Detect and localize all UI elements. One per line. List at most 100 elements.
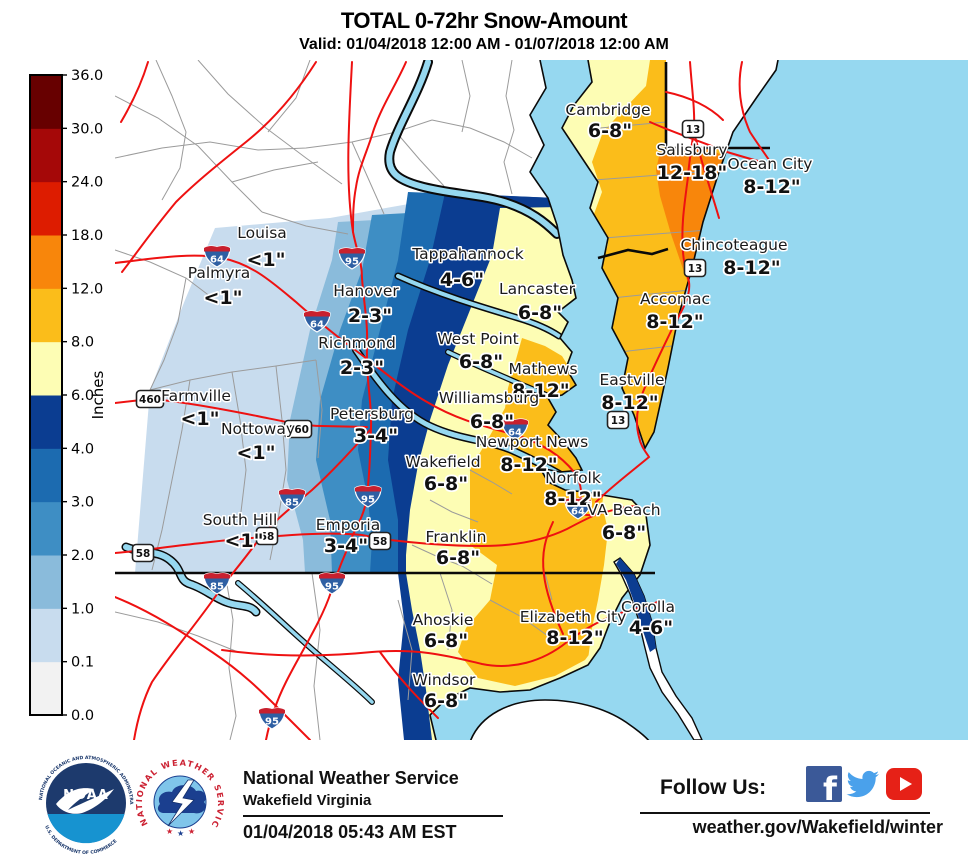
valid-period: Valid: 01/04/2018 12:00 AM - 01/07/2018 … bbox=[299, 36, 669, 53]
colorbar-segment bbox=[30, 181, 62, 236]
city-label: Farmville bbox=[161, 387, 231, 405]
city-label: Elizabeth City bbox=[520, 608, 627, 626]
snow-amount-label: 12-18" bbox=[657, 162, 728, 184]
city-label: Norfolk bbox=[545, 469, 601, 487]
city-label: VA Beach bbox=[587, 501, 660, 519]
snow-amount-label: 8-12" bbox=[512, 380, 569, 402]
delmarva-coastline bbox=[561, 60, 779, 450]
page-title: TOTAL 0-72hr Snow-Amount bbox=[340, 8, 628, 33]
state-borders bbox=[115, 62, 770, 575]
interstate-shield-64: 64 bbox=[203, 245, 231, 268]
colorbar-tick-label: 3.0 bbox=[71, 495, 94, 511]
snow-amount-label: <1" bbox=[246, 249, 285, 271]
us-route-shield-58: 58 bbox=[368, 531, 392, 551]
svg-text:95: 95 bbox=[325, 582, 339, 593]
us158-road bbox=[221, 601, 658, 667]
colorbar-tick-label: 0.1 bbox=[71, 655, 94, 671]
city-label: Williamsburg bbox=[439, 389, 540, 407]
svg-text:58: 58 bbox=[260, 531, 275, 543]
colorbar-tick-label: 0.0 bbox=[71, 708, 94, 724]
snow-amount-label: 8-12" bbox=[743, 176, 800, 198]
colorbar-tick-label: 2.0 bbox=[71, 548, 94, 564]
svg-text:64: 64 bbox=[571, 507, 585, 518]
snow-amount-label: 4-6" bbox=[629, 617, 673, 639]
snow-amount-label: 6-8" bbox=[459, 351, 503, 373]
colorbar-segment bbox=[30, 341, 62, 396]
svg-text:85: 85 bbox=[210, 582, 224, 593]
city-label: Louisa bbox=[237, 224, 287, 242]
facebook-icon[interactable]: f bbox=[806, 766, 842, 802]
city-label: Petersburg bbox=[330, 405, 414, 423]
city-label: Corolla bbox=[621, 598, 675, 616]
city-label: Wakefield bbox=[405, 453, 480, 471]
youtube-icon[interactable] bbox=[886, 766, 922, 802]
snow-amount-label: <1" bbox=[236, 442, 275, 464]
noaa-logo: NOAA NATIONAL OCEANIC AND ATMOSPHERIC AD… bbox=[0, 752, 134, 856]
svg-text:13: 13 bbox=[611, 415, 626, 427]
city-label: Palmyra bbox=[188, 264, 251, 282]
band-8-12in bbox=[458, 338, 612, 686]
colorbar-tick-label: 12.0 bbox=[71, 281, 103, 297]
colorbar-segment bbox=[30, 128, 62, 183]
interstate-shield-95: 95 bbox=[258, 707, 286, 730]
city-label: South Hill bbox=[203, 511, 278, 529]
city-label: Franklin bbox=[426, 528, 487, 546]
us-route-shield-58: 58 bbox=[131, 543, 155, 563]
us-route-shield-460: 460 bbox=[283, 419, 313, 439]
svg-text:64: 64 bbox=[310, 320, 324, 331]
albemarle-south-shore bbox=[470, 699, 650, 740]
city-label: Eastville bbox=[599, 371, 664, 389]
svg-text:85: 85 bbox=[285, 498, 299, 509]
twitter-icon[interactable] bbox=[845, 766, 881, 802]
interstate-shield-95: 95 bbox=[318, 572, 346, 595]
colorbar-tick-label: 4.0 bbox=[71, 441, 94, 457]
footer-divider-right bbox=[640, 812, 930, 814]
interstate-shield-85: 85 bbox=[203, 572, 231, 595]
colorbar-segment bbox=[30, 501, 62, 556]
colorbar-tick-label: 8.0 bbox=[71, 335, 94, 351]
snow-amount-label: 6-8" bbox=[588, 120, 632, 142]
snow-amount-label: 6-8" bbox=[424, 630, 468, 652]
snow-amount-label: 8-12" bbox=[500, 454, 557, 476]
city-label: Ocean City bbox=[728, 155, 813, 173]
james-river bbox=[353, 347, 569, 481]
snow-amount-label: 2-3" bbox=[348, 305, 392, 327]
svg-text:58: 58 bbox=[373, 536, 388, 548]
svg-text:64: 64 bbox=[508, 428, 522, 439]
colorbar-segment bbox=[30, 75, 62, 129]
interstate-shield-64: 64 bbox=[501, 418, 529, 441]
i85-road bbox=[133, 429, 371, 740]
snow-amount-label: 3-4" bbox=[354, 425, 398, 447]
snow-amount-label: <1" bbox=[180, 408, 219, 430]
snow-amount-label: 8-12" bbox=[546, 627, 603, 649]
colorbar-segment bbox=[30, 555, 62, 609]
snow-amount-label: 6-8" bbox=[518, 302, 562, 324]
colorbar-tick-label: 24.0 bbox=[71, 175, 103, 191]
follow-us-label: Follow Us: bbox=[660, 776, 767, 799]
snow-amount-label: 6-8" bbox=[602, 522, 646, 544]
county-lines-mainland bbox=[115, 60, 553, 740]
snowfall-map: 64 64 64 64 95 95 95 95 85 85 460 460 58 58 58 13 13 13 L… bbox=[115, 60, 968, 740]
city-label: Salisbury bbox=[656, 141, 727, 159]
city-label: Tappahannock bbox=[411, 245, 524, 263]
city-label: Hanover bbox=[333, 282, 399, 300]
us-route-shield-58: 58 bbox=[255, 526, 279, 546]
city-label: Richmond bbox=[318, 334, 396, 352]
interstate-shield-95: 95 bbox=[354, 485, 382, 508]
svg-text:13: 13 bbox=[688, 263, 703, 275]
footer-office-name: Wakefield Virginia bbox=[243, 792, 372, 809]
svg-text:64: 64 bbox=[210, 255, 224, 266]
agency-logos: NOAA NATIONAL OCEANIC AND ATMOSPHERIC AD… bbox=[0, 752, 225, 856]
md-de-border bbox=[664, 62, 770, 150]
city-label: Emporia bbox=[316, 516, 380, 534]
colorbar-segment bbox=[30, 395, 62, 449]
route-shields: 64 64 64 64 95 95 95 95 85 85 460 460 58 58 58 13 13 13 bbox=[131, 119, 707, 730]
snow-amount-label: 8-12" bbox=[544, 488, 601, 510]
snow-amount-label: 2-3" bbox=[340, 357, 384, 379]
us13-road bbox=[595, 61, 696, 503]
kerr-gaston-lakes bbox=[123, 544, 259, 615]
city-labels: Louisa<1"Palmyra<1"Tappahannock4-6"Hanov… bbox=[160, 100, 814, 714]
snow-amount-label: 8-12" bbox=[646, 311, 703, 333]
us-route-shield-460: 460 bbox=[135, 389, 165, 409]
rivers bbox=[121, 60, 570, 705]
